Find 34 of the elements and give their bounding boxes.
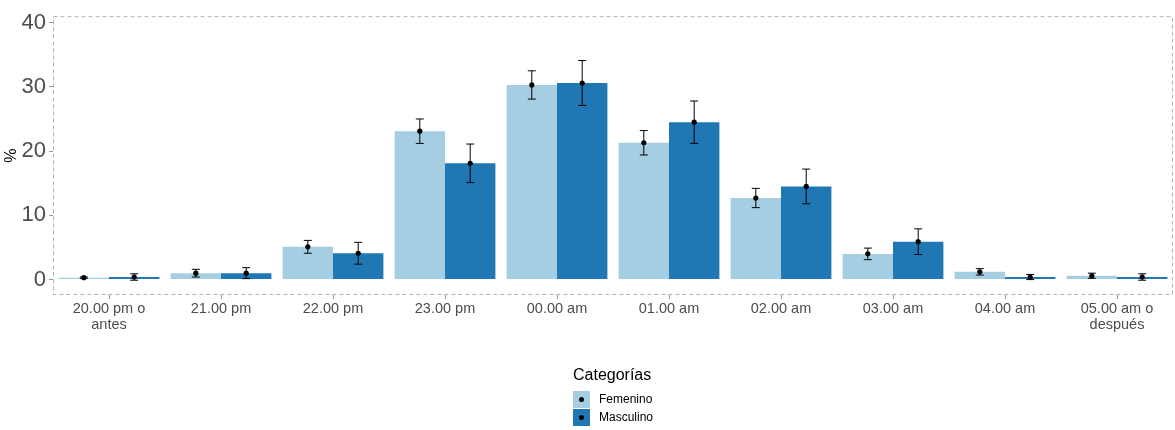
legend-label: Masculino [599, 410, 654, 424]
bar [954, 271, 1005, 280]
bar [445, 163, 496, 280]
y-tick-label: 30 [21, 72, 46, 98]
bar [842, 253, 893, 280]
legend-title: Categorías [573, 366, 653, 384]
bar [170, 273, 221, 280]
bar [557, 83, 608, 280]
bar [333, 253, 384, 280]
x-tick-label: 20.00 pm o antes [72, 299, 146, 332]
x-tick-label: 23.00 pm [414, 299, 476, 316]
y-tick-label: 20 [21, 137, 46, 163]
y-axis-title: % [2, 148, 20, 163]
x-tick-label: 22.00 pm [302, 299, 364, 316]
y-tick-label: 10 [21, 201, 46, 227]
bar [669, 122, 720, 280]
y-tick-label: 40 [21, 8, 46, 34]
legend-label: Femenino [599, 392, 653, 406]
bar [730, 198, 781, 280]
bar [618, 142, 669, 280]
x-tick-label: 21.00 pm [190, 299, 252, 316]
y-tick-label: 0 [33, 265, 46, 291]
bar [893, 241, 944, 280]
bar [282, 246, 333, 280]
x-tick-label: 05.00 am o después [1080, 299, 1154, 332]
bar [394, 131, 445, 280]
x-tick-label: 00.00 am [526, 299, 588, 316]
bar [781, 186, 832, 280]
x-tick-label: 04.00 am [974, 299, 1036, 316]
x-tick-label: 03.00 am [862, 299, 924, 316]
bar [221, 273, 272, 280]
x-tick-label: 01.00 am [638, 299, 700, 316]
bar [506, 84, 557, 280]
x-tick-label: 02.00 am [750, 299, 812, 316]
